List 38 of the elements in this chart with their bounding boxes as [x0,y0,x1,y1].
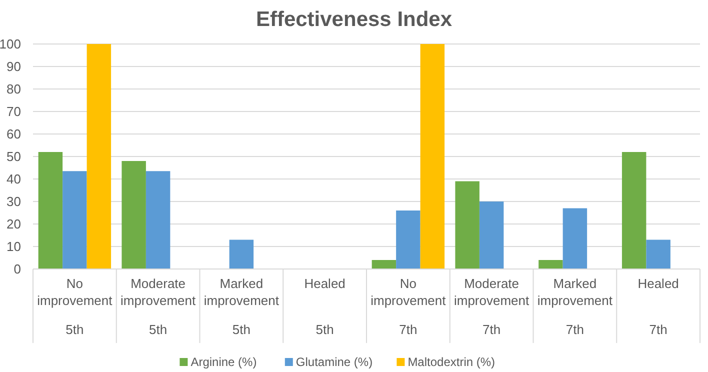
bar [479,202,504,269]
y-tick-label: 60 [6,126,21,142]
y-tick-label: 50 [6,149,21,164]
bar [229,240,254,269]
bar [622,152,646,269]
legend-label: Glutamine (%) [296,355,373,369]
x-tick-label: Moderate improvement 7th [454,276,530,337]
bar [38,152,63,269]
legend-label: Arginine (%) [190,355,257,369]
y-tick-label: 10 [6,239,21,254]
y-tick-label: 30 [6,194,21,209]
y-tick-label: 90 [6,59,21,74]
x-tick-label: Moderate improvement 5th [120,276,196,337]
y-tick-label: 0 [14,262,21,276]
x-tick-label: Marked improvement 7th [537,276,613,337]
bar [372,260,396,269]
x-tick-label: No improvement 7th [370,276,446,337]
y-tick-label: 100 [0,36,21,52]
x-tick-label: Marked improvement 5th [204,276,280,337]
y-tick-label: 70 [6,104,21,119]
bar [146,171,170,269]
y-tick-label: 80 [6,82,21,96]
category-label: Healed 7th [638,276,679,337]
x-tick-label: No improvement 5th [37,276,113,337]
bar [420,44,445,269]
category-label: Healed 5th [304,276,346,337]
bar [538,260,563,269]
bar [646,240,670,269]
bar [62,171,87,269]
y-tick-label: 20 [6,216,21,232]
bar [86,44,112,269]
legend-label: Maltodextrin (%) [408,355,496,369]
bar [122,161,146,269]
chart-title: Effectiveness Index [256,8,452,31]
bar [562,208,588,269]
bar [396,210,420,269]
y-tick-label: 40 [6,172,21,186]
bar [455,181,480,269]
